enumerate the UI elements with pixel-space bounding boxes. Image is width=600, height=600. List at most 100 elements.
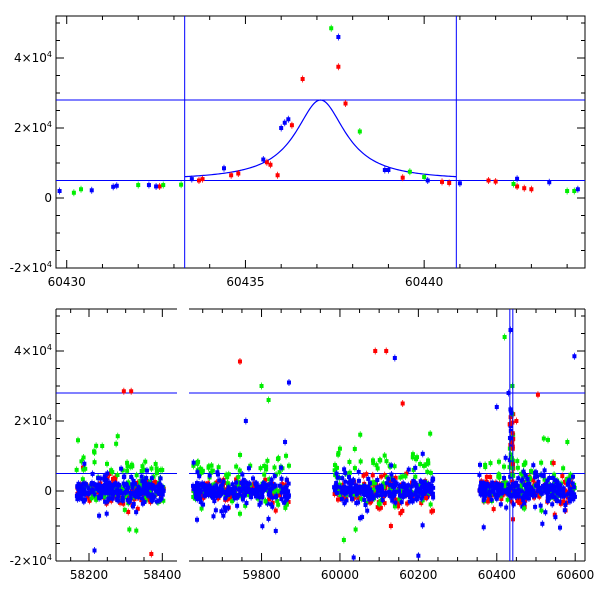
data-point-blue xyxy=(407,491,412,499)
data-point-blue xyxy=(214,484,219,492)
data-point-green xyxy=(407,168,412,176)
data-point-blue xyxy=(74,492,79,500)
panel-top: 60430 60435 60440 -2×104 0 2×104 4×104 xyxy=(10,15,586,289)
data-point-blue xyxy=(414,487,419,495)
data-point-blue xyxy=(503,454,508,462)
data-point-green xyxy=(158,466,163,474)
data-point-blue xyxy=(508,326,513,334)
data-point-red xyxy=(398,509,403,517)
data-point-green xyxy=(267,475,272,483)
data-point-blue xyxy=(241,481,246,489)
data-point-blue xyxy=(533,492,538,500)
data-point-green xyxy=(352,445,357,453)
data-point-blue xyxy=(491,487,496,495)
data-point-blue xyxy=(508,434,513,442)
data-point-green xyxy=(224,471,229,479)
data-point-blue xyxy=(81,479,86,487)
data-point-red xyxy=(121,387,126,395)
data-point-green xyxy=(426,456,431,464)
data-point-blue xyxy=(260,493,265,501)
data-point-green xyxy=(237,510,242,518)
data-point-blue xyxy=(111,183,116,191)
data-point-green xyxy=(418,460,423,468)
y-tick-label: 4×104 xyxy=(14,50,52,65)
data-point-blue xyxy=(422,484,427,492)
data-point-green xyxy=(398,474,403,482)
data-point-blue xyxy=(139,473,144,481)
data-point-red xyxy=(400,174,405,182)
data-point-blue xyxy=(558,497,563,505)
data-point-blue xyxy=(506,389,511,397)
data-point-blue xyxy=(342,499,347,507)
data-point-blue xyxy=(550,500,555,508)
data-point-green xyxy=(92,458,97,466)
data-point-blue xyxy=(571,473,576,481)
data-point-blue xyxy=(386,166,391,174)
data-point-blue xyxy=(233,491,238,499)
data-point-blue xyxy=(356,498,361,506)
data-point-green xyxy=(216,463,221,471)
data-point-green xyxy=(122,506,127,514)
data-point-blue xyxy=(266,515,271,523)
data-point-blue xyxy=(285,491,290,499)
data-point-blue xyxy=(246,464,251,472)
data-point-blue xyxy=(558,481,563,489)
data-point-blue xyxy=(230,480,235,488)
data-point-green xyxy=(503,478,508,486)
data-point-blue xyxy=(257,493,262,501)
data-point-blue xyxy=(543,485,548,493)
data-point-green xyxy=(422,173,427,181)
data-point-green xyxy=(138,477,143,485)
data-point-blue xyxy=(277,482,282,490)
data-point-blue xyxy=(83,496,88,504)
data-point-blue xyxy=(286,115,291,123)
data-point-blue xyxy=(96,474,101,482)
data-point-blue xyxy=(343,478,348,486)
data-point-green xyxy=(179,181,184,189)
data-point-blue xyxy=(570,491,575,499)
data-point-green xyxy=(496,458,501,466)
data-point-green xyxy=(375,464,380,472)
data-point-blue xyxy=(241,476,246,484)
data-point-blue xyxy=(351,477,356,485)
data-point-green xyxy=(143,458,148,466)
data-point-blue xyxy=(284,484,289,492)
data-point-blue xyxy=(390,476,395,484)
data-point-blue xyxy=(388,490,393,498)
data-point-blue xyxy=(235,502,240,510)
data-point-blue xyxy=(348,489,353,497)
data-point-blue xyxy=(243,417,248,425)
data-point-green xyxy=(209,461,214,469)
data-point-green xyxy=(265,457,270,465)
x-tick-label: 60435 xyxy=(226,275,264,289)
data-point-blue xyxy=(139,494,144,502)
data-point-blue xyxy=(540,520,545,528)
data-point-blue xyxy=(416,552,421,560)
data-point-blue xyxy=(338,484,343,492)
data-point-green xyxy=(336,449,341,457)
data-point-blue xyxy=(409,483,414,491)
data-point-red xyxy=(373,347,378,355)
y-tick-label: 4×104 xyxy=(14,343,52,358)
data-point-green xyxy=(81,466,86,474)
data-point-red xyxy=(129,387,134,395)
data-point-blue xyxy=(400,483,405,491)
data-point-blue xyxy=(221,512,226,520)
data-point-red xyxy=(551,459,556,467)
data-point-blue xyxy=(279,475,284,483)
data-point-blue xyxy=(340,474,345,482)
data-point-blue xyxy=(251,474,256,482)
data-point-blue xyxy=(244,499,249,507)
data-point-blue xyxy=(533,482,538,490)
data-point-blue xyxy=(85,488,90,496)
data-point-blue xyxy=(399,498,404,506)
data-point-red xyxy=(370,471,375,479)
data-point-green xyxy=(502,463,507,471)
data-point-blue xyxy=(376,487,381,495)
data-point-green xyxy=(125,459,130,467)
data-point-blue xyxy=(260,485,265,493)
data-point-blue xyxy=(92,547,97,554)
data-point-blue xyxy=(409,491,414,499)
data-point-blue xyxy=(211,512,216,520)
data-point-green xyxy=(545,436,550,444)
